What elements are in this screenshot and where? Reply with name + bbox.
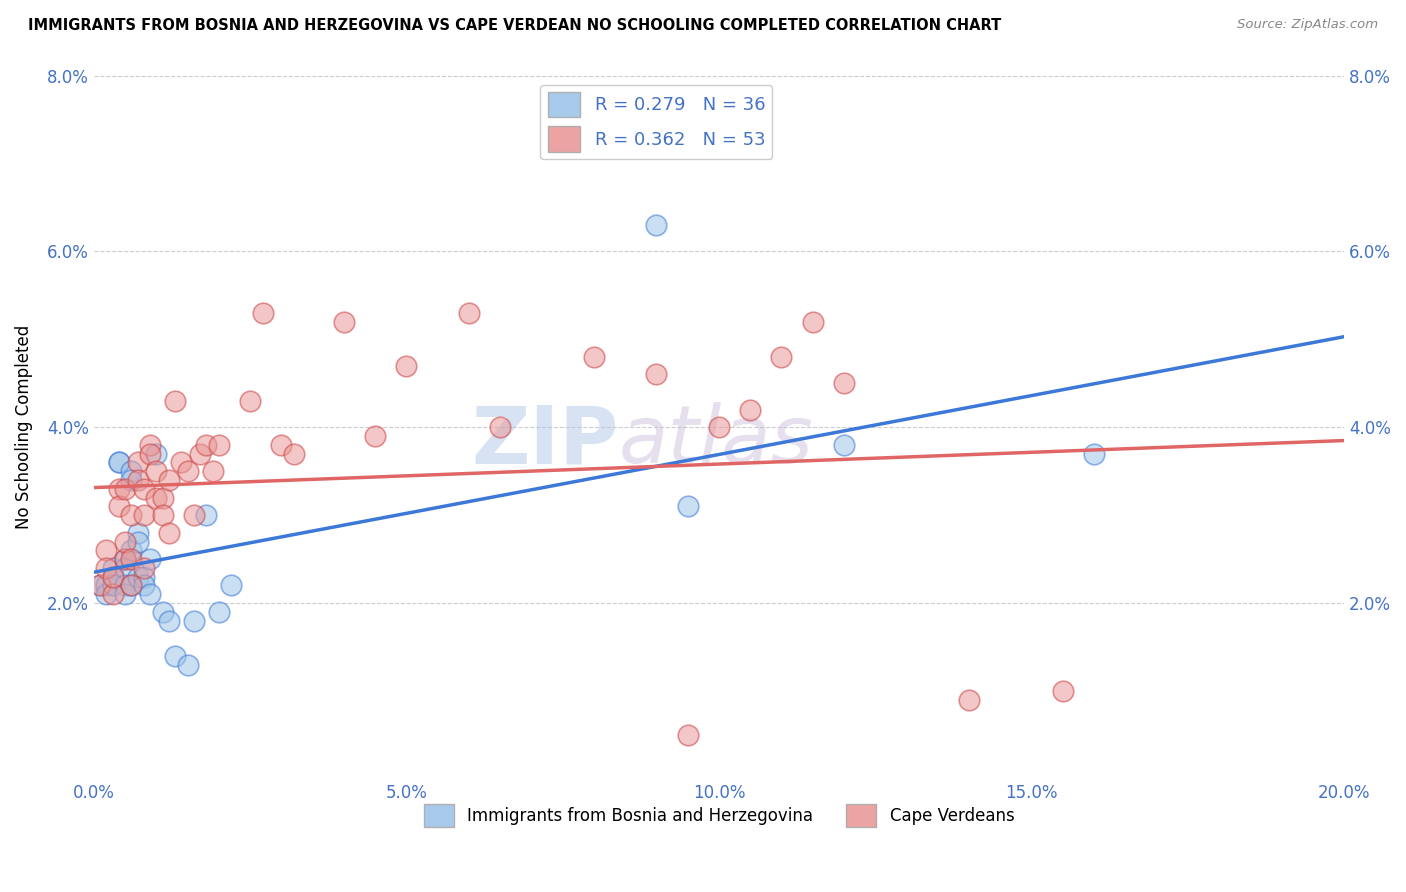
Point	[195, 438, 218, 452]
Text: atlas: atlas	[619, 402, 814, 480]
Point	[101, 570, 124, 584]
Point	[139, 552, 162, 566]
Point	[96, 578, 118, 592]
Point	[127, 534, 149, 549]
Point	[132, 570, 155, 584]
Point	[208, 605, 231, 619]
Point	[195, 508, 218, 523]
Point	[139, 447, 162, 461]
Point	[957, 693, 980, 707]
Point	[457, 306, 479, 320]
Point	[139, 438, 162, 452]
Legend: Immigrants from Bosnia and Herzegovina, Cape Verdeans: Immigrants from Bosnia and Herzegovina, …	[418, 797, 1021, 834]
Point	[145, 464, 167, 478]
Point	[132, 482, 155, 496]
Point	[145, 447, 167, 461]
Point	[127, 570, 149, 584]
Point	[645, 218, 668, 232]
Point	[582, 350, 605, 364]
Point	[145, 491, 167, 505]
Point	[239, 393, 262, 408]
Text: Source: ZipAtlas.com: Source: ZipAtlas.com	[1237, 18, 1378, 31]
Point	[101, 578, 124, 592]
Point	[107, 482, 129, 496]
Point	[114, 587, 136, 601]
Point	[139, 587, 162, 601]
Point	[120, 464, 142, 478]
Point	[176, 464, 198, 478]
Point	[127, 473, 149, 487]
Point	[152, 605, 174, 619]
Point	[157, 525, 180, 540]
Point	[157, 614, 180, 628]
Point	[114, 534, 136, 549]
Point	[163, 648, 186, 663]
Point	[96, 543, 118, 558]
Point	[283, 447, 305, 461]
Point	[152, 508, 174, 523]
Text: IMMIGRANTS FROM BOSNIA AND HERZEGOVINA VS CAPE VERDEAN NO SCHOOLING COMPLETED CO: IMMIGRANTS FROM BOSNIA AND HERZEGOVINA V…	[28, 18, 1001, 33]
Point	[832, 376, 855, 391]
Point	[114, 552, 136, 566]
Text: ZIP: ZIP	[471, 402, 619, 480]
Point	[1052, 684, 1074, 698]
Point	[96, 587, 118, 601]
Point	[395, 359, 418, 373]
Point	[676, 728, 699, 742]
Point	[120, 552, 142, 566]
Point	[120, 578, 142, 592]
Point	[132, 508, 155, 523]
Point	[832, 438, 855, 452]
Point	[120, 508, 142, 523]
Point	[107, 500, 129, 514]
Point	[170, 455, 193, 469]
Point	[489, 420, 512, 434]
Point	[96, 561, 118, 575]
Point	[120, 543, 142, 558]
Point	[114, 552, 136, 566]
Point	[89, 578, 111, 592]
Point	[107, 455, 129, 469]
Point	[801, 315, 824, 329]
Point	[101, 561, 124, 575]
Point	[101, 570, 124, 584]
Point	[176, 657, 198, 672]
Point	[770, 350, 793, 364]
Point	[188, 447, 211, 461]
Point	[132, 578, 155, 592]
Point	[364, 429, 387, 443]
Point	[107, 455, 129, 469]
Y-axis label: No Schooling Completed: No Schooling Completed	[15, 325, 32, 529]
Point	[127, 525, 149, 540]
Point	[1083, 447, 1105, 461]
Point	[114, 482, 136, 496]
Point	[183, 508, 205, 523]
Point	[221, 578, 243, 592]
Point	[707, 420, 730, 434]
Point	[101, 587, 124, 601]
Point	[114, 561, 136, 575]
Point	[120, 578, 142, 592]
Point	[270, 438, 292, 452]
Point	[114, 578, 136, 592]
Point	[157, 473, 180, 487]
Point	[208, 438, 231, 452]
Point	[89, 578, 111, 592]
Point	[645, 368, 668, 382]
Point	[152, 491, 174, 505]
Point	[676, 500, 699, 514]
Point	[127, 455, 149, 469]
Point	[120, 473, 142, 487]
Point	[163, 393, 186, 408]
Point	[183, 614, 205, 628]
Point	[132, 561, 155, 575]
Point	[333, 315, 356, 329]
Point	[201, 464, 224, 478]
Point	[252, 306, 274, 320]
Point	[740, 402, 762, 417]
